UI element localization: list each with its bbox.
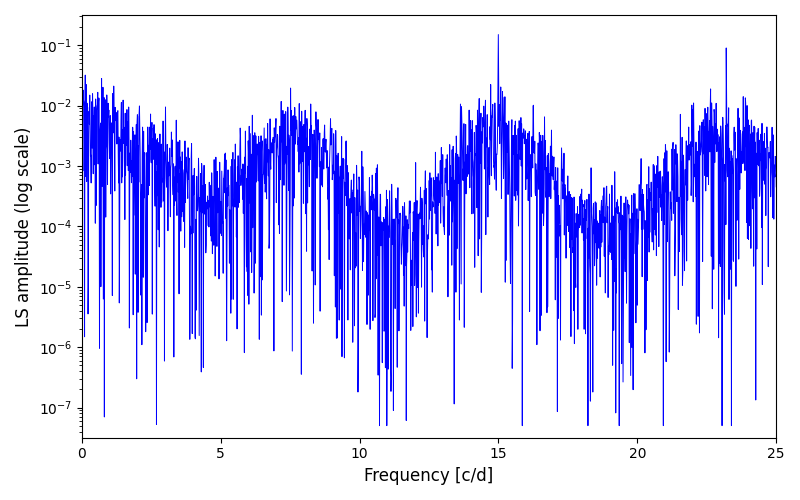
X-axis label: Frequency [c/d]: Frequency [c/d] (364, 467, 494, 485)
Y-axis label: LS amplitude (log scale): LS amplitude (log scale) (15, 126, 33, 326)
